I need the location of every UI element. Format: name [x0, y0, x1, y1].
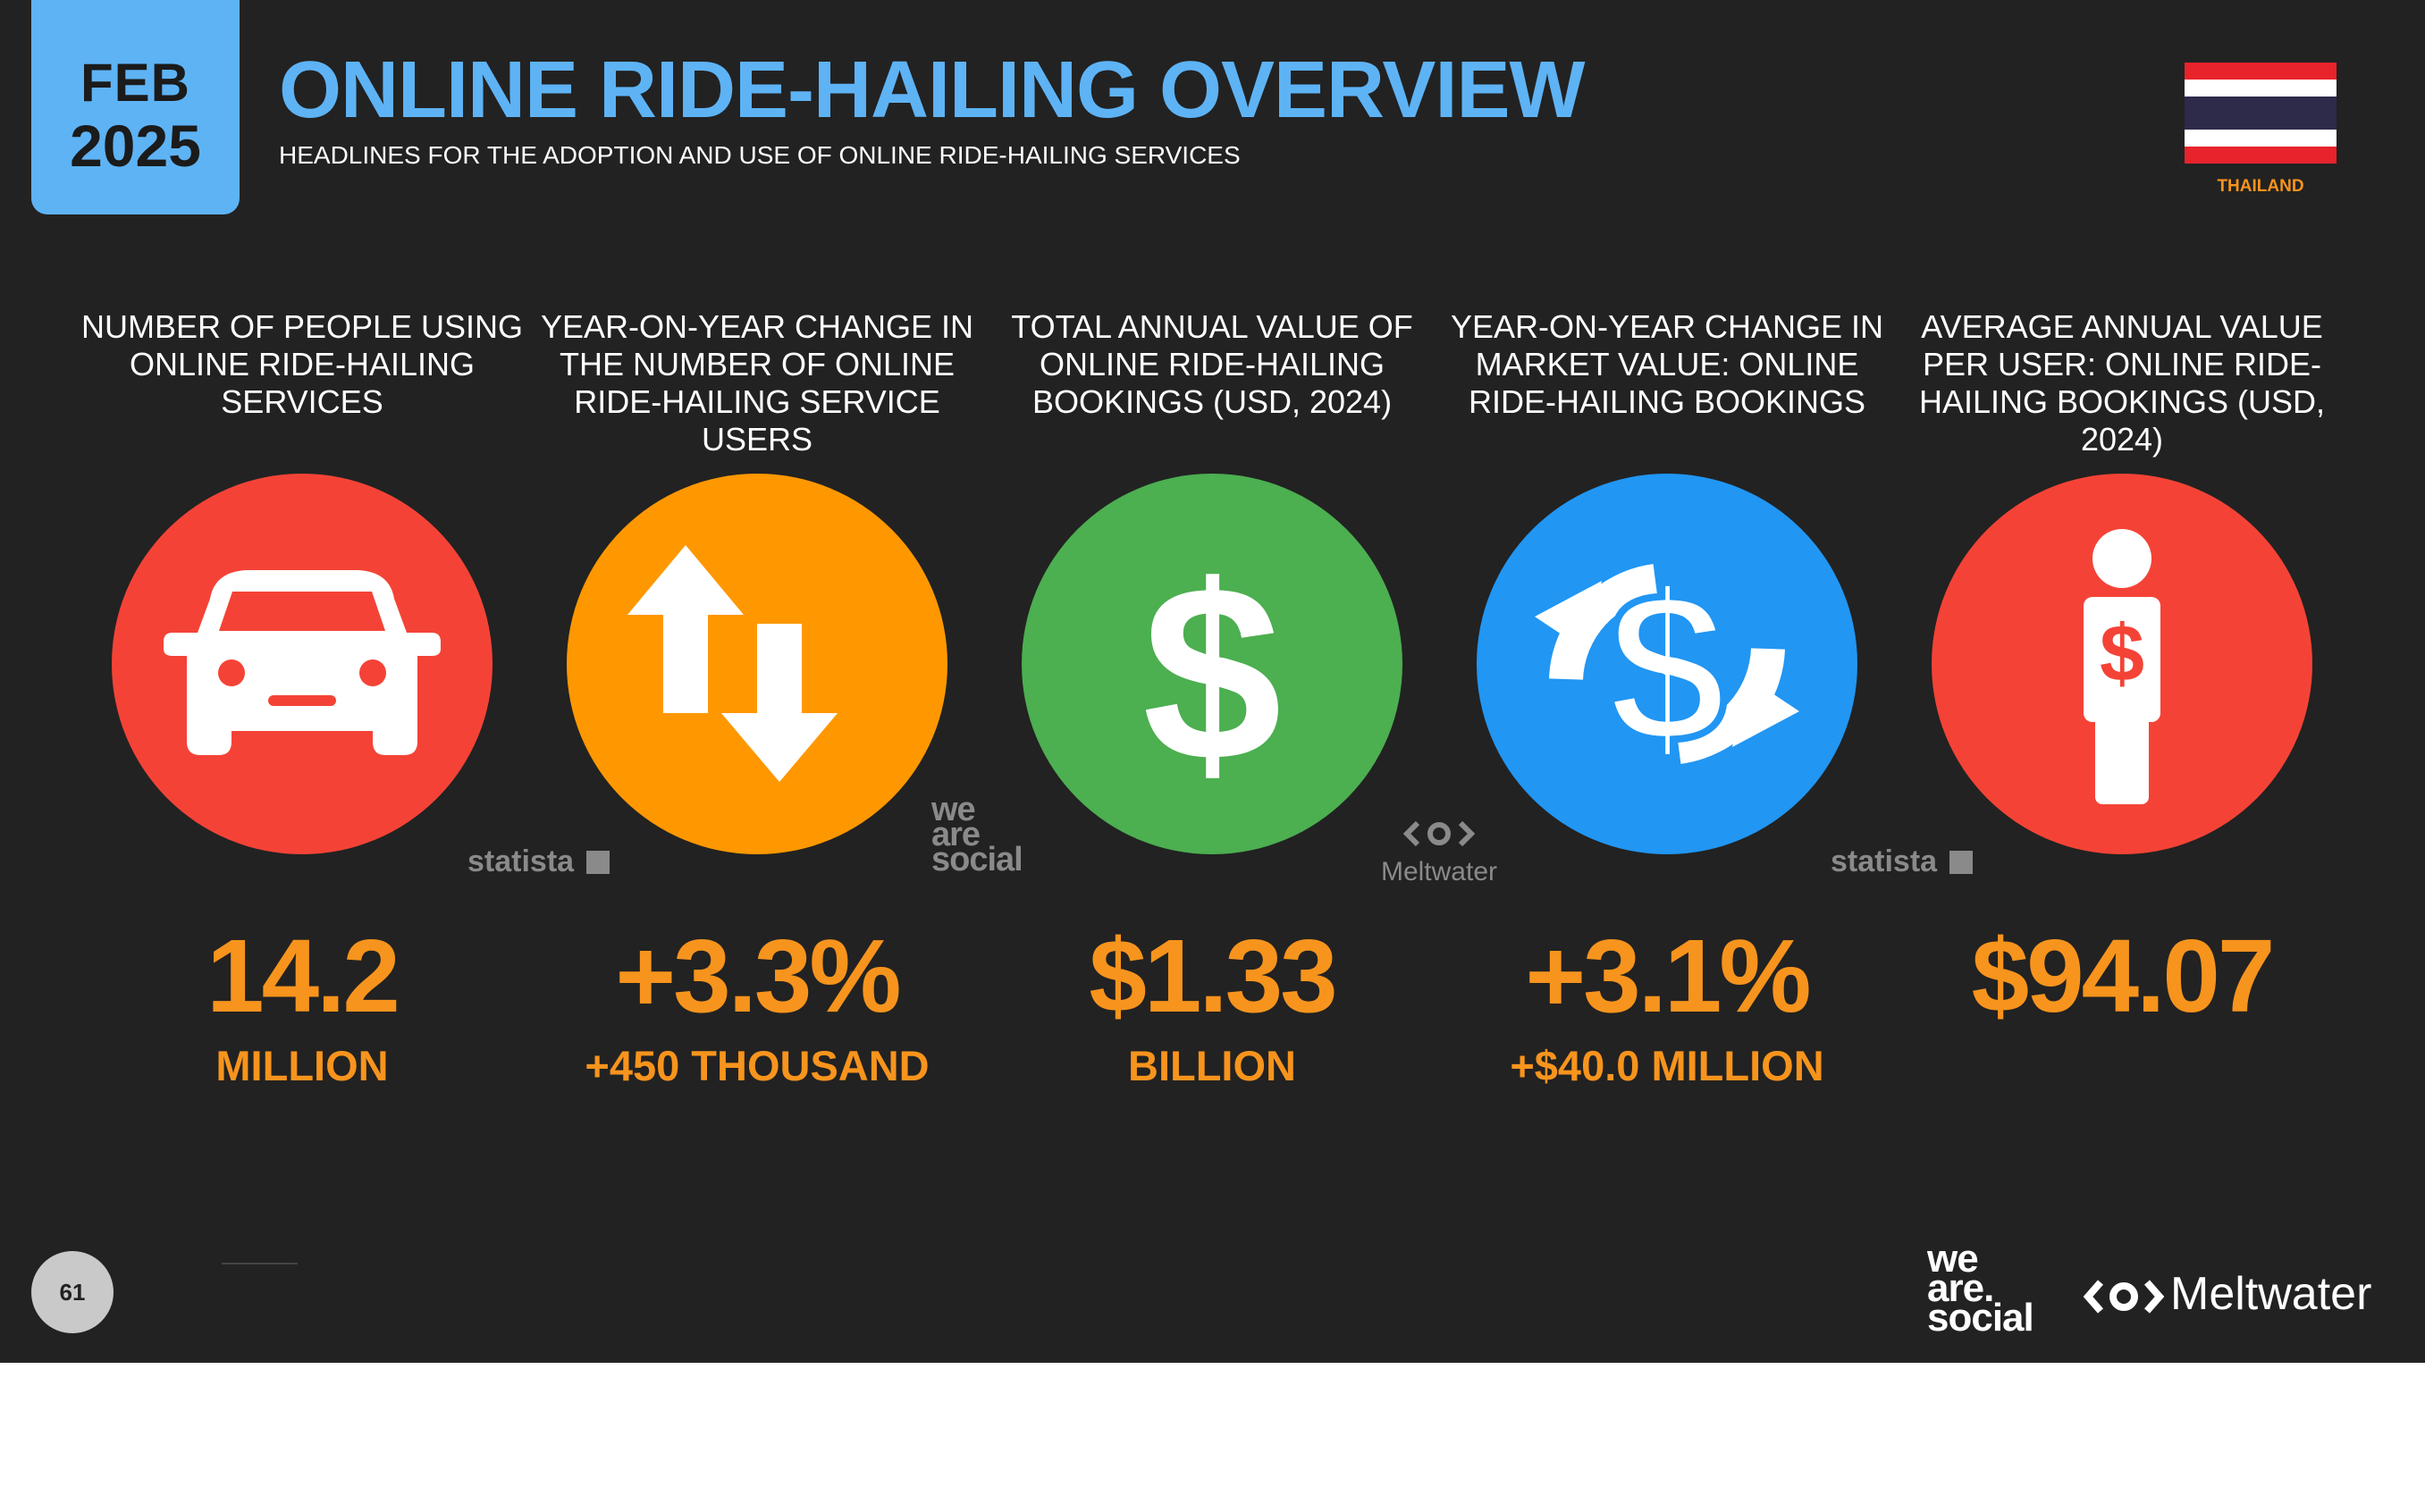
person-dollar-icon: $ — [2084, 529, 2160, 804]
logo-text-line: we — [1927, 1237, 1979, 1281]
source-text-line: are — [931, 816, 981, 853]
logo-text-line: social — [1927, 1296, 2034, 1340]
stat-value: $94.07 — [1971, 918, 2276, 1034]
stat-label: YEAR-ON-YEAR CHANGE IN MARKET VALUE: ONL… — [1450, 308, 1884, 420]
stat-sub: BILLION — [1128, 1042, 1296, 1089]
svg-text:$: $ — [1142, 534, 1282, 813]
meltwater-logo-icon — [1402, 820, 1476, 847]
dollar-cycle-icon: $ — [1535, 544, 1799, 791]
stat-sub: +$40.0 MILLION — [1510, 1042, 1824, 1089]
source-statista-2: statista — [1831, 844, 1973, 879]
thailand-flag-icon — [2185, 63, 2337, 164]
statista-logo-icon — [585, 851, 610, 874]
svg-text:$: $ — [2100, 609, 2144, 699]
date-month: FEB — [80, 53, 190, 113]
page-subtitle: HEADLINES FOR THE ADOPTION AND USE OF ON… — [279, 141, 1241, 169]
source-text: Meltwater — [1380, 857, 1498, 886]
page-number: 61 — [31, 1251, 114, 1333]
stat-total-value: TOTAL ANNUAL VALUE OF ONLINE RIDE-HAILIN… — [985, 308, 1439, 1089]
stat-label: TOTAL ANNUAL VALUE OF ONLINE RIDE-HAILIN… — [1011, 308, 1413, 420]
slide: FEB 2025 ONLINE RIDE-HAILING OVERVIEW HE… — [0, 0, 2425, 1363]
source-text-line: we — [931, 791, 976, 828]
we-are-social-logo: we are. social — [1927, 1237, 2034, 1340]
source-we-are-social: we are social — [931, 791, 1023, 878]
source-statista-1: statista — [467, 844, 610, 879]
stat-label: AVERAGE ANNUAL VALUE PER USER: ONLINE RI… — [1918, 308, 2326, 458]
stat-sub: MILLION — [215, 1042, 389, 1089]
meltwater-logo: Meltwater — [2083, 1267, 2371, 1321]
date-badge: FEB 2025 — [31, 0, 240, 214]
stat-value: +3.1% — [1525, 918, 1811, 1034]
dollar-icon: $ — [1142, 534, 1282, 813]
stat-circle: $ — [1022, 474, 1402, 854]
svg-text:$: $ — [1607, 548, 1726, 787]
country-label: THAILAND — [2217, 177, 2304, 196]
stat-people-using: NUMBER OF PEOPLE USING ONLINE RIDE-HAILI… — [75, 308, 529, 1089]
logo-text-line: are. — [1927, 1266, 1994, 1310]
stat-circle: $ — [1477, 474, 1857, 854]
stat-circle — [567, 474, 947, 854]
stat-label: NUMBER OF PEOPLE USING ONLINE RIDE-HAILI… — [80, 308, 524, 420]
stat-yoy-market-value: YEAR-ON-YEAR CHANGE IN MARKET VALUE: ONL… — [1440, 308, 1894, 1089]
source-text: statista — [467, 844, 575, 878]
logo-text: Meltwater — [2170, 1268, 2372, 1320]
stat-avg-value-per-user: AVERAGE ANNUAL VALUE PER USER: ONLINE RI… — [1895, 308, 2349, 1034]
up-down-arrows-icon — [627, 545, 838, 782]
stat-circle: $ — [1932, 474, 2312, 854]
source-meltwater: Meltwater — [1377, 818, 1502, 887]
stat-sub: +450 THOUSAND — [585, 1042, 930, 1089]
source-text-line: social — [931, 841, 1023, 878]
date-year: 2025 — [70, 113, 201, 179]
stat-circle — [112, 474, 493, 854]
page-title: ONLINE RIDE-HAILING OVERVIEW — [279, 46, 1585, 135]
stat-yoy-users: YEAR-ON-YEAR CHANGE IN THE NUMBER OF ONL… — [530, 308, 984, 1089]
stat-label: YEAR-ON-YEAR CHANGE IN THE NUMBER OF ONL… — [540, 308, 974, 458]
statista-logo-icon — [1949, 851, 1973, 874]
divider — [222, 1263, 298, 1264]
stat-value: $1.33 — [1089, 918, 1337, 1034]
stat-value: +3.3% — [615, 918, 901, 1034]
stat-value: 14.2 — [206, 918, 400, 1034]
source-text: statista — [1831, 844, 1938, 878]
meltwater-mark-icon — [2083, 1280, 2165, 1314]
car-icon — [164, 570, 441, 755]
